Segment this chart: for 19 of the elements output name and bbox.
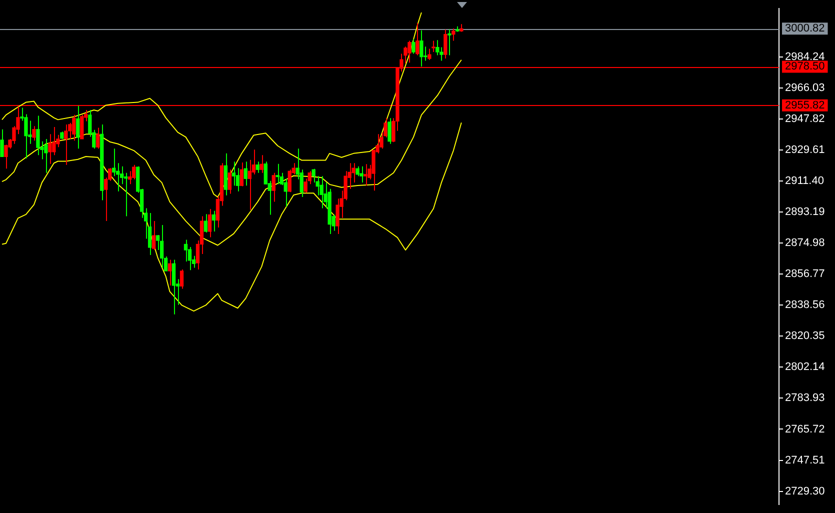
y-tick-label: 2765.72 xyxy=(785,423,825,436)
y-tick-label: 2856.77 xyxy=(785,268,825,280)
y-tick-label: 2929.61 xyxy=(785,144,825,156)
y-tick-label: 2783.93 xyxy=(785,392,825,404)
y-tick-label: 2820.35 xyxy=(785,330,825,342)
y-tick-label: 2966.03 xyxy=(785,82,825,94)
y-tick-label: 2911.40 xyxy=(785,175,824,188)
ref-line-label: 2978.50 xyxy=(785,60,825,73)
ref-line-label: 3000.82 xyxy=(785,22,825,35)
candlestick xyxy=(432,40,436,52)
y-tick-label: 2802.14 xyxy=(785,361,825,374)
y-tick-label: 2984.24 xyxy=(785,50,825,63)
y-tick-label: 2838.56 xyxy=(785,299,825,312)
y-tick-label: 2729.30 xyxy=(785,485,825,498)
y-tick-label: 2747.51 xyxy=(785,454,825,466)
y-tick-label: 2893.19 xyxy=(785,206,825,218)
y-tick-label: 2947.82 xyxy=(785,113,825,125)
ref-line-label: 2955.82 xyxy=(785,99,825,112)
y-tick-label: 2874.98 xyxy=(785,237,825,250)
